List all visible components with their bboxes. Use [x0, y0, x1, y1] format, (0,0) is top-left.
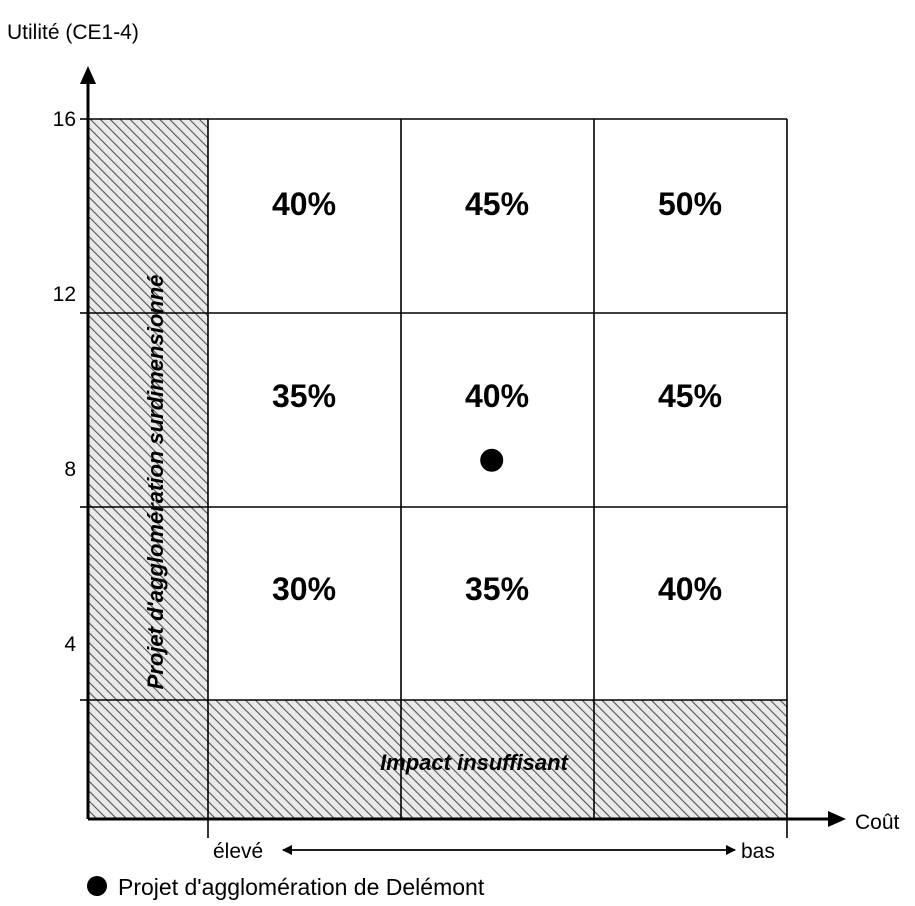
x-axis-title: Coût [855, 811, 900, 834]
cell-value: 45% [658, 378, 722, 414]
cell-value: 30% [272, 571, 336, 607]
delemont-point [479, 447, 505, 473]
cell-value: 40% [272, 186, 336, 222]
legend-label: Projet d'agglomération de Delémont [118, 874, 485, 900]
zone-label-bottom: Impact insuffisant [380, 750, 570, 775]
y-tick-label-16: 16 [53, 108, 76, 131]
cell-value: 40% [465, 378, 529, 414]
x-scale-label-low: bas [741, 840, 775, 863]
zone-label-left: Projet d'agglomération surdimensionné [143, 275, 168, 690]
y-axis-title: Utilité (CE1-4) [7, 21, 139, 44]
cell-value: 50% [658, 186, 722, 222]
zone-bottom-hatch [88, 700, 787, 819]
y-tick-label-4: 4 [64, 633, 76, 656]
cell-value: 45% [465, 186, 529, 222]
x-scale-label-high: élevé [213, 840, 263, 863]
y-tick-label-8: 8 [64, 458, 76, 481]
legend-point-marker [87, 876, 107, 896]
x-axis-arrowhead [828, 811, 846, 827]
y-axis-arrowhead [80, 66, 96, 84]
cell-value: 35% [465, 571, 529, 607]
cell-value: 40% [658, 571, 722, 607]
grid [88, 118, 788, 838]
y-tick-label-12: 12 [53, 283, 76, 306]
cell-value: 35% [272, 378, 336, 414]
cell-labels: 40% 45% 50% 35% 40% 45% 30% 35% 40% [272, 186, 722, 607]
